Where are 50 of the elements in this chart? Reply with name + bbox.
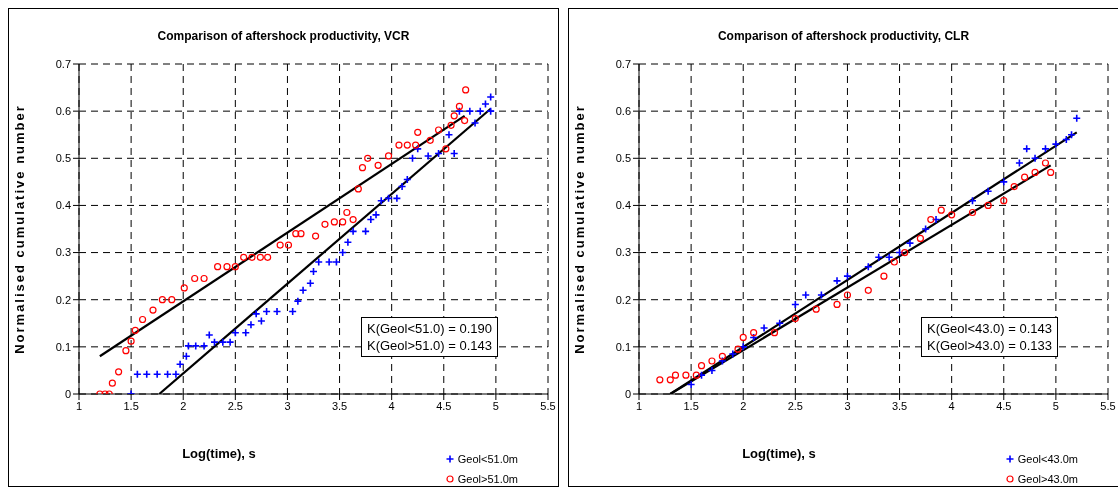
x-tick-label: 1.5 [123,399,139,412]
x-tick-label: 3 [844,399,851,412]
y-tick-label: 0.5 [55,152,71,165]
x-tick-label: 2 [180,399,187,412]
x-axis-title: Log(time), s [741,446,817,461]
x-tick-label: 5 [1052,399,1059,412]
x-tick-label: 1 [635,399,643,412]
y-tick-label: 0 [624,387,631,400]
x-tick-label: 2.5 [227,399,243,412]
y-tick-label: 0.5 [615,152,631,165]
x-tick-label: 4.5 [996,399,1012,412]
legend-label: Geol>51.0m [457,473,518,485]
x-tick-label: 3.5 [891,399,908,412]
x-tick-label: 1 [75,399,83,412]
y-tick-label: 0.1 [55,340,71,353]
x-tick-label: 5.5 [540,399,556,412]
x-tick-label: 1.5 [683,399,699,412]
annotation: K(Geol>43.0) = 0.133 [926,337,1052,354]
y-tick-label: 0.2 [615,293,631,306]
chart-title: Comparison of aftershock productivity, CLR [716,29,971,45]
y-tick-label: 0.7 [615,57,631,70]
y-axis-title: Normalised cumulative number [11,104,27,354]
x-axis-title: Log(time), s [181,446,257,461]
annotation: K(Geol<43.0) = 0.143 [926,320,1052,337]
y-tick-label: 0.6 [615,105,631,118]
x-tick-label: 3.5 [331,399,348,412]
legend-label: Geol>43.0m [1017,473,1078,485]
annotation: K(Geol>51.0) = 0.143 [366,337,492,354]
x-tick-label: 4.5 [436,399,452,412]
legend-label: Geol<43.0m [1017,453,1078,465]
y-axis-title: Normalised cumulative number [571,104,587,354]
y-tick-label: 0.3 [55,246,71,259]
x-tick-label: 2.5 [787,399,803,412]
y-tick-label: 0.6 [55,105,71,118]
x-tick-label: 4 [948,399,955,412]
legend-label: Geol<51.0m [457,453,518,465]
chart-title: Comparison of aftershock productivity, VCR [156,29,411,45]
x-tick-label: 5.5 [1100,399,1116,412]
y-tick-label: 0.1 [615,340,631,353]
x-tick-label: 3 [284,399,291,412]
y-tick-label: 0.4 [615,199,631,212]
x-tick-label: 5 [492,399,499,412]
y-tick-label: 0.7 [55,57,71,70]
y-tick-label: 0 [64,387,71,400]
annotation: K(Geol<51.0) = 0.190 [366,320,492,337]
y-tick-label: 0.3 [615,246,631,259]
y-tick-label: 0.4 [55,199,71,212]
x-tick-label: 2 [740,399,747,412]
y-tick-label: 0.2 [55,293,71,306]
x-tick-label: 4 [388,399,395,412]
